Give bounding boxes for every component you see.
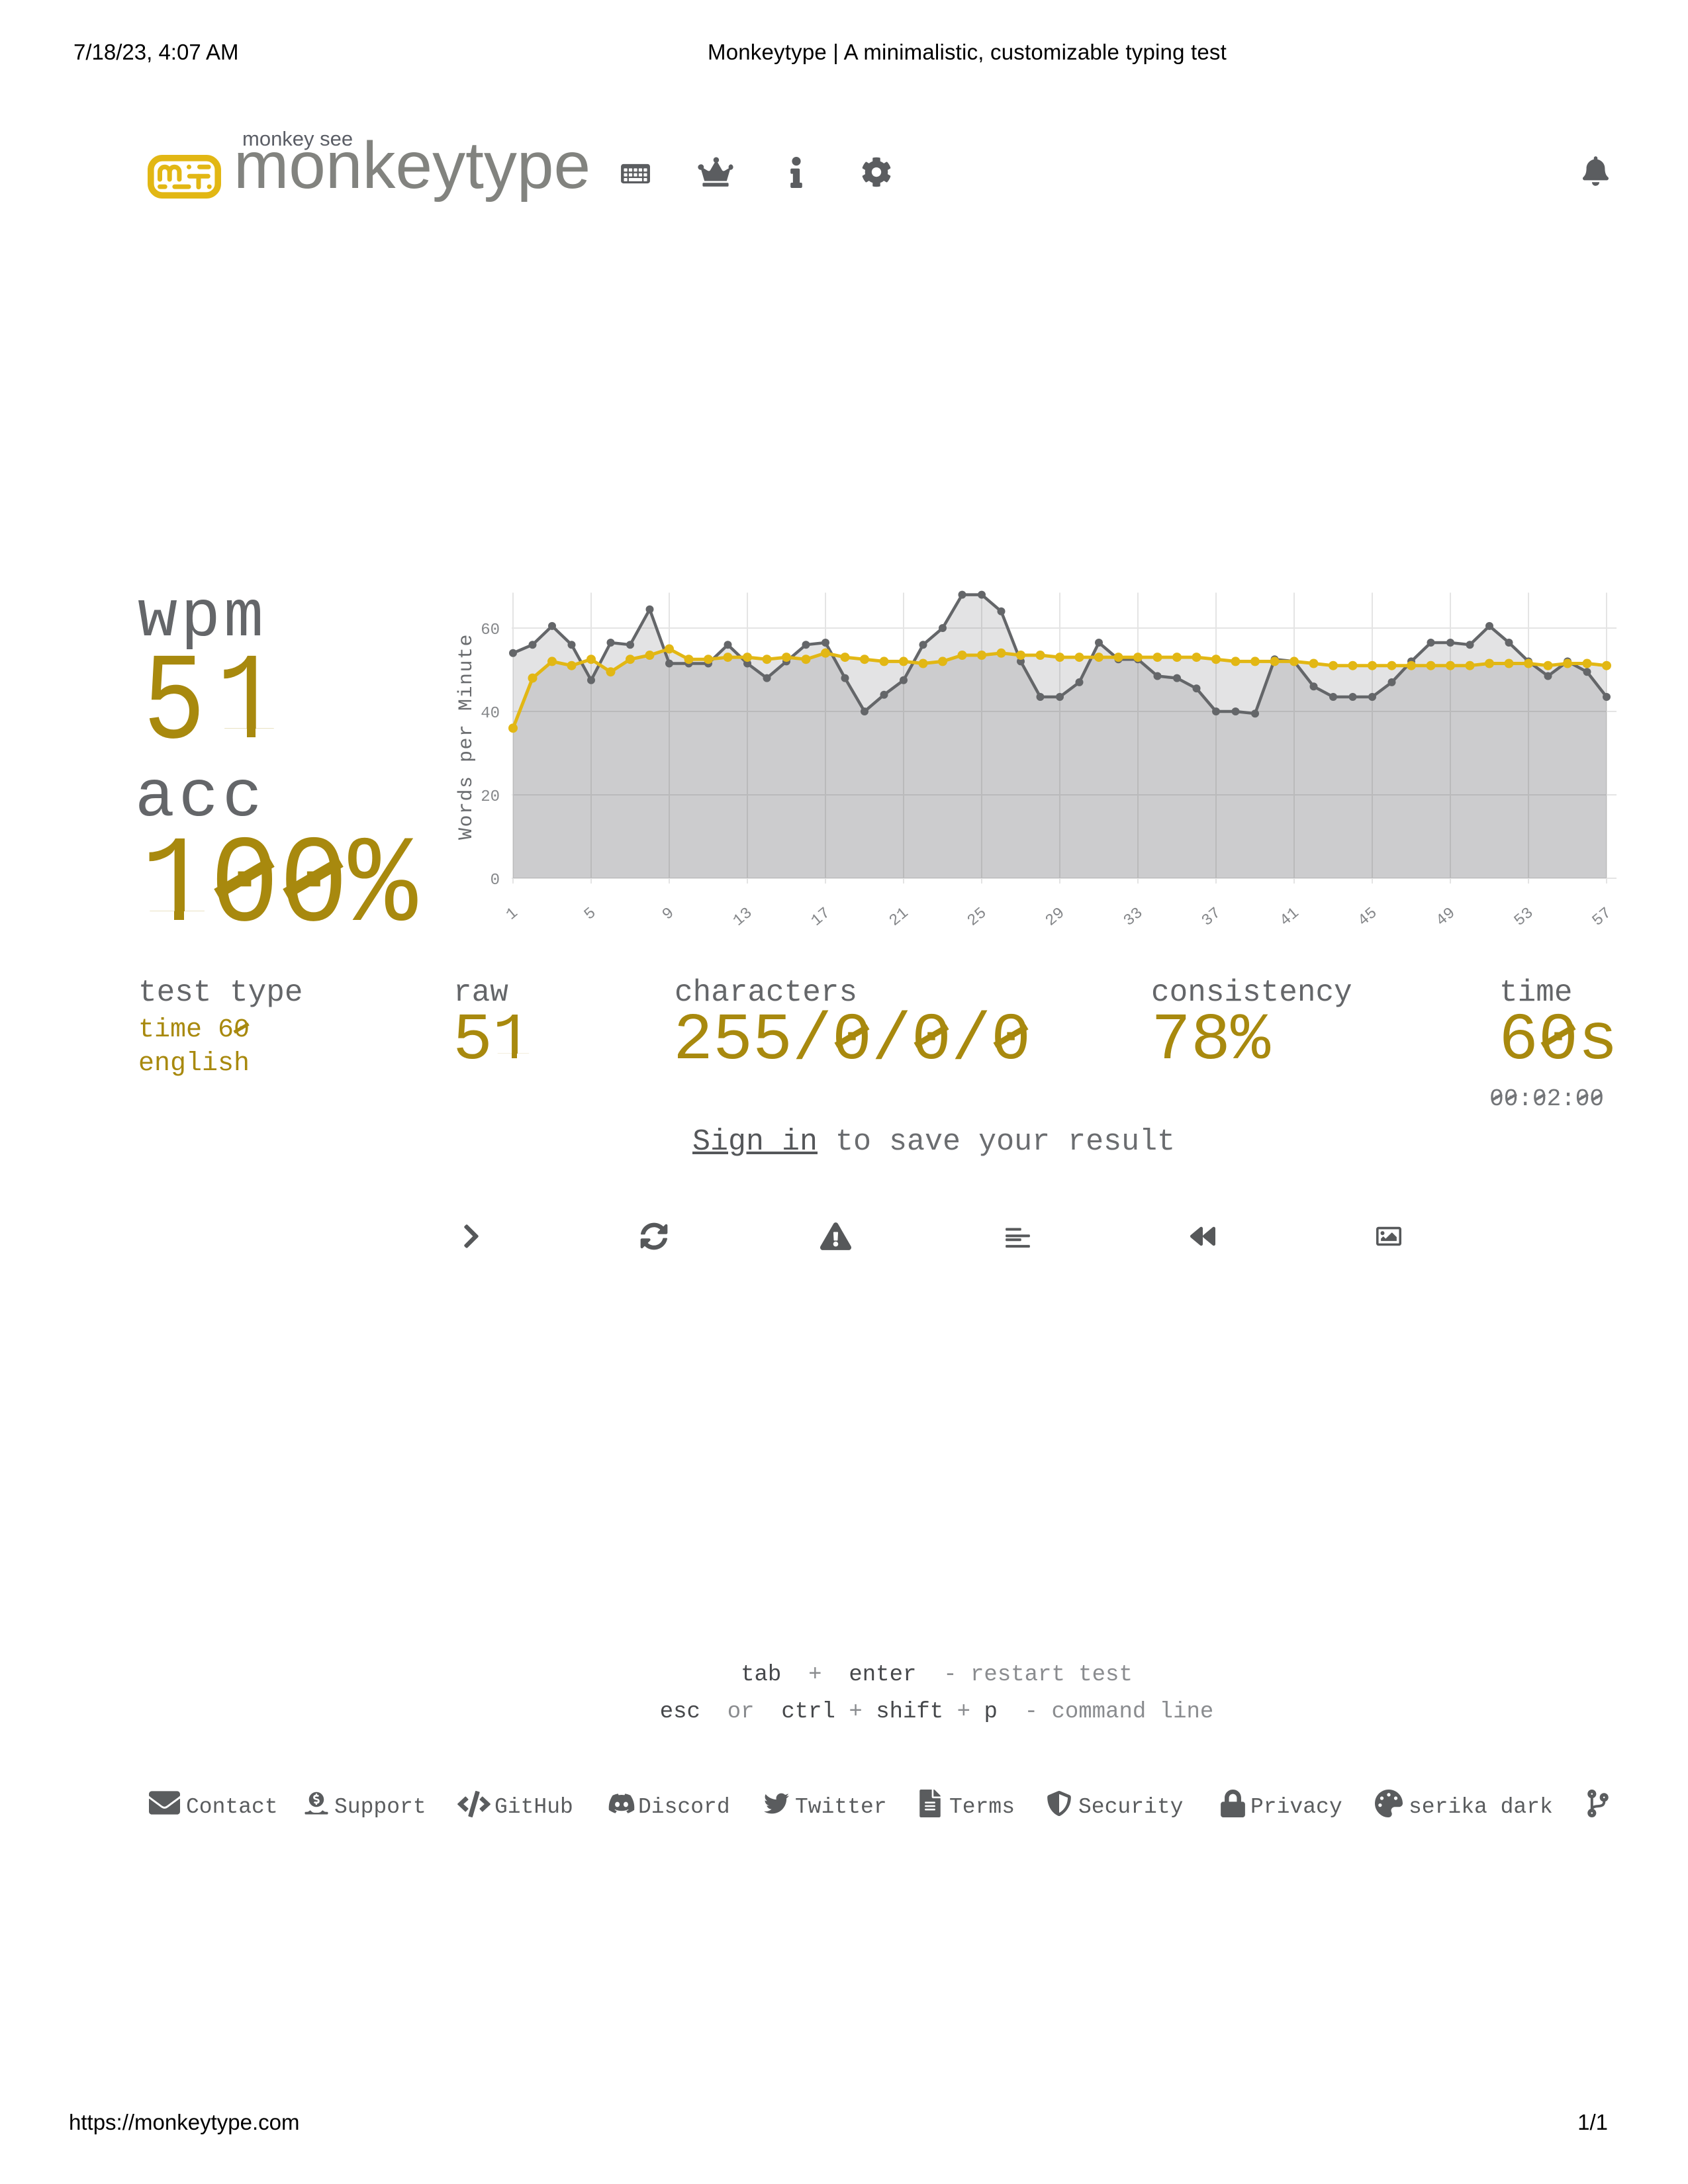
svg-text:1: 1 bbox=[503, 904, 522, 924]
svg-text:9: 9 bbox=[659, 904, 678, 924]
svg-text:17: 17 bbox=[808, 904, 834, 930]
svg-text:29: 29 bbox=[1043, 904, 1068, 930]
svg-text:57: 57 bbox=[1589, 904, 1615, 930]
svg-text:0: 0 bbox=[491, 872, 500, 889]
svg-text:41: 41 bbox=[1277, 904, 1303, 930]
svg-text:20: 20 bbox=[481, 788, 500, 806]
svg-text:25: 25 bbox=[964, 904, 990, 930]
svg-text:45: 45 bbox=[1355, 904, 1381, 930]
svg-text:40: 40 bbox=[481, 705, 500, 723]
svg-text:21: 21 bbox=[886, 904, 912, 930]
svg-text:5: 5 bbox=[581, 904, 600, 924]
svg-text:37: 37 bbox=[1199, 904, 1225, 930]
svg-text:49: 49 bbox=[1433, 904, 1459, 930]
svg-text:Words per Minute: Words per Minute bbox=[455, 633, 478, 840]
svg-text:33: 33 bbox=[1121, 904, 1147, 930]
svg-text:60: 60 bbox=[481, 621, 500, 639]
svg-text:53: 53 bbox=[1511, 904, 1537, 930]
svg-text:13: 13 bbox=[730, 904, 756, 930]
